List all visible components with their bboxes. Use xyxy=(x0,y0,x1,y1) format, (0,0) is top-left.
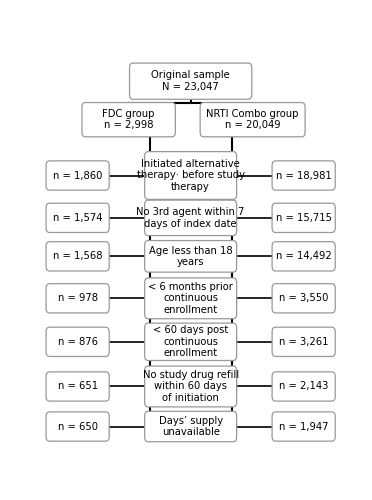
FancyBboxPatch shape xyxy=(46,284,109,313)
Text: No 3rd agent within 7
days of index date: No 3rd agent within 7 days of index date xyxy=(137,207,245,229)
FancyBboxPatch shape xyxy=(145,366,237,407)
FancyBboxPatch shape xyxy=(145,200,237,235)
FancyBboxPatch shape xyxy=(272,203,335,232)
FancyBboxPatch shape xyxy=(46,203,109,232)
FancyBboxPatch shape xyxy=(272,372,335,401)
Text: n = 1,860: n = 1,860 xyxy=(53,170,102,180)
FancyBboxPatch shape xyxy=(272,327,335,356)
Text: n = 18,981: n = 18,981 xyxy=(276,170,331,180)
Text: n = 15,715: n = 15,715 xyxy=(276,213,332,223)
FancyBboxPatch shape xyxy=(46,372,109,401)
Text: n = 14,492: n = 14,492 xyxy=(276,252,331,262)
Text: n = 978: n = 978 xyxy=(58,294,97,304)
FancyBboxPatch shape xyxy=(129,63,252,100)
Text: n = 2,143: n = 2,143 xyxy=(279,382,328,392)
FancyBboxPatch shape xyxy=(145,323,237,360)
FancyBboxPatch shape xyxy=(200,102,305,137)
FancyBboxPatch shape xyxy=(46,161,109,190)
FancyBboxPatch shape xyxy=(145,240,237,272)
Text: n = 651: n = 651 xyxy=(58,382,98,392)
Text: n = 3,550: n = 3,550 xyxy=(279,294,328,304)
FancyBboxPatch shape xyxy=(145,278,237,318)
Text: n = 876: n = 876 xyxy=(58,337,97,347)
Text: Days’ supply
unavailable: Days’ supply unavailable xyxy=(158,416,223,438)
Text: n = 650: n = 650 xyxy=(58,422,97,432)
FancyBboxPatch shape xyxy=(46,412,109,441)
Text: Initiated alternative
therapy· before study
therapy: Initiated alternative therapy· before st… xyxy=(137,159,245,192)
Text: Original sample
N = 23,047: Original sample N = 23,047 xyxy=(151,70,230,92)
Text: n = 1,568: n = 1,568 xyxy=(53,252,102,262)
FancyBboxPatch shape xyxy=(272,412,335,441)
FancyBboxPatch shape xyxy=(272,242,335,271)
FancyBboxPatch shape xyxy=(145,152,237,200)
Text: n = 1,947: n = 1,947 xyxy=(279,422,328,432)
Text: Age less than 18
years: Age less than 18 years xyxy=(149,246,232,267)
Text: n = 3,261: n = 3,261 xyxy=(279,337,328,347)
Text: NRTI Combo group
n = 20,049: NRTI Combo group n = 20,049 xyxy=(206,109,299,130)
Text: n = 1,574: n = 1,574 xyxy=(53,213,102,223)
FancyBboxPatch shape xyxy=(46,327,109,356)
FancyBboxPatch shape xyxy=(82,102,175,137)
FancyBboxPatch shape xyxy=(145,412,237,442)
FancyBboxPatch shape xyxy=(272,161,335,190)
Text: FDC group
n = 2,998: FDC group n = 2,998 xyxy=(102,109,155,130)
Text: No study drug refill
within 60 days
of initiation: No study drug refill within 60 days of i… xyxy=(142,370,239,403)
FancyBboxPatch shape xyxy=(272,284,335,313)
FancyBboxPatch shape xyxy=(46,242,109,271)
Text: < 6 months prior
continuous
enrollment: < 6 months prior continuous enrollment xyxy=(148,282,233,315)
Text: < 60 days post
continuous
enrollment: < 60 days post continuous enrollment xyxy=(153,325,228,358)
